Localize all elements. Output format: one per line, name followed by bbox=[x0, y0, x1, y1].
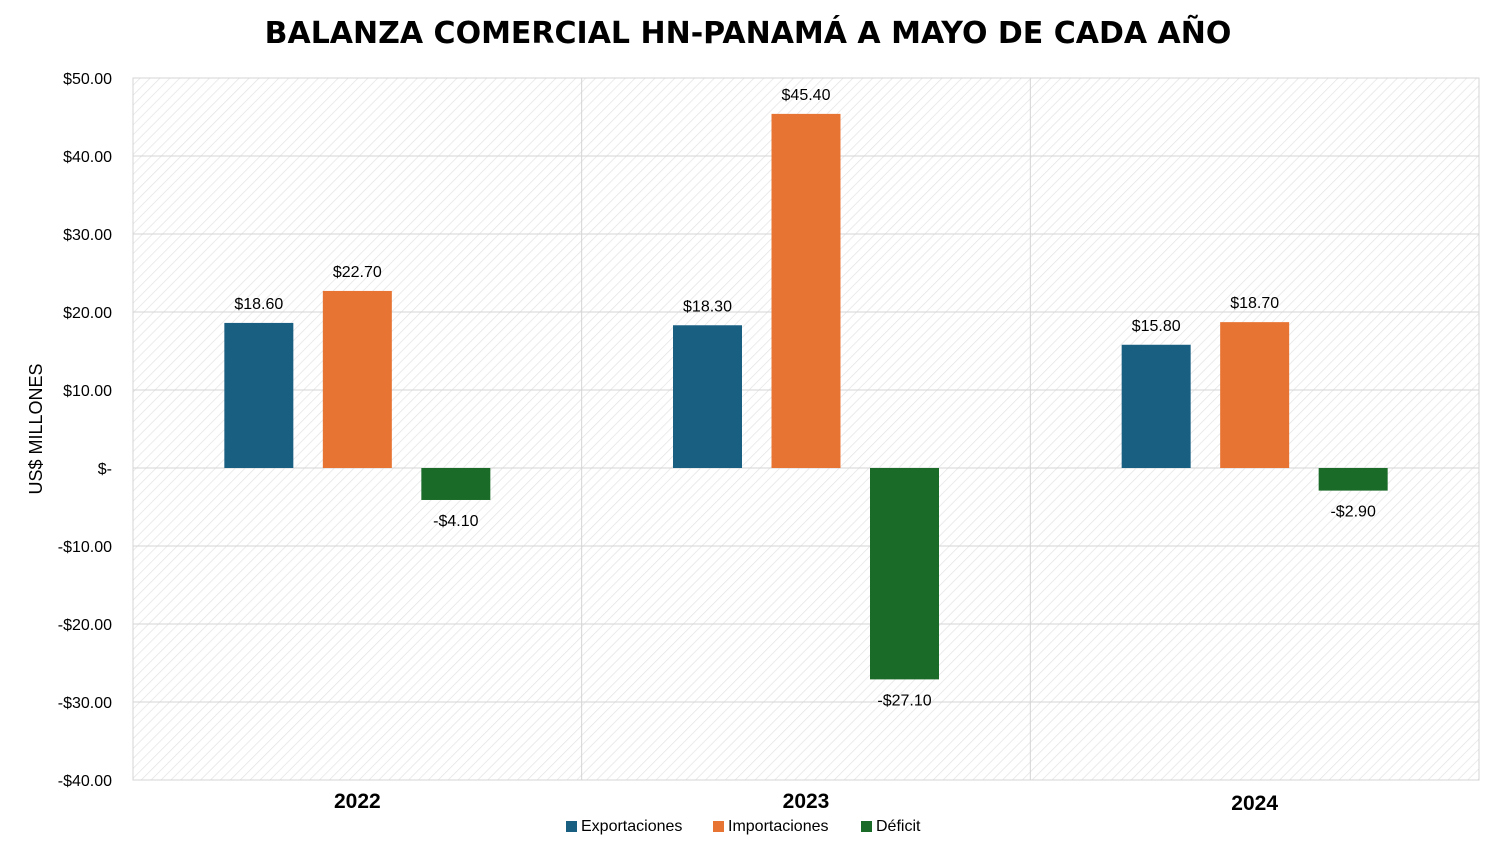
bar-exportaciones-2023 bbox=[673, 325, 742, 468]
x-category-label: 2024 bbox=[1231, 792, 1278, 815]
bars bbox=[224, 113, 1388, 680]
y-tick-label: $40.00 bbox=[63, 149, 112, 166]
y-axis-ticks: $50.00 $40.00 $30.00 $20.00 $10.00 $- -$10.00 -… bbox=[58, 71, 112, 790]
legend-swatch bbox=[861, 821, 872, 832]
bar-importaciones-2023 bbox=[771, 113, 841, 468]
y-tick-label: $20.00 bbox=[63, 305, 112, 322]
data-label: $18.70 bbox=[1230, 295, 1279, 312]
legend-label: Exportaciones bbox=[581, 818, 682, 835]
y-tick-label: $10.00 bbox=[63, 383, 112, 400]
y-tick-label: -$30.00 bbox=[58, 695, 112, 712]
y-tick-label: $50.00 bbox=[63, 71, 112, 88]
data-label: $22.70 bbox=[333, 264, 382, 281]
y-tick-label: -$40.00 bbox=[58, 773, 112, 790]
bar-importaciones-2022 bbox=[322, 290, 392, 468]
bar-importaciones-2024 bbox=[1220, 322, 1290, 468]
legend-swatch bbox=[713, 821, 724, 832]
data-label: -$2.90 bbox=[1330, 504, 1375, 521]
y-tick-label: $- bbox=[98, 461, 112, 478]
y-tick-label: -$20.00 bbox=[58, 617, 112, 634]
data-label: $18.60 bbox=[234, 296, 283, 313]
x-category-label: 2022 bbox=[334, 790, 381, 813]
legend: Exportaciones Importaciones Déficit bbox=[566, 818, 921, 835]
legend-label: Déficit bbox=[876, 818, 921, 835]
bar-exportaciones-2024 bbox=[1121, 344, 1191, 468]
bar-dficit-2022 bbox=[421, 468, 491, 500]
chart-title: BALANZA COMERCIAL HN-PANAMÁ A MAYO DE CA… bbox=[265, 14, 1232, 51]
x-category-label: 2023 bbox=[783, 790, 830, 813]
y-tick-label: -$10.00 bbox=[58, 539, 112, 556]
y-axis-title: US$ MILLONES bbox=[26, 363, 46, 494]
data-label: $15.80 bbox=[1132, 318, 1181, 335]
bar-exportaciones-2022 bbox=[224, 322, 294, 468]
data-labels: $18.60 $22.70 -$4.10 $18.30 $45.40 -$27.10 $15… bbox=[234, 87, 1376, 710]
bar-dficit-2024 bbox=[1318, 468, 1388, 491]
legend-swatch bbox=[566, 821, 577, 832]
data-label: $18.30 bbox=[683, 298, 732, 315]
bar-dficit-2023 bbox=[870, 468, 939, 680]
data-label: $45.40 bbox=[782, 87, 831, 104]
data-label: -$27.10 bbox=[877, 692, 931, 709]
legend-label: Importaciones bbox=[728, 818, 829, 835]
data-label: -$4.10 bbox=[433, 513, 478, 530]
y-tick-label: $30.00 bbox=[63, 227, 112, 244]
x-axis-categories: 2022 2023 2024 bbox=[334, 790, 1278, 815]
